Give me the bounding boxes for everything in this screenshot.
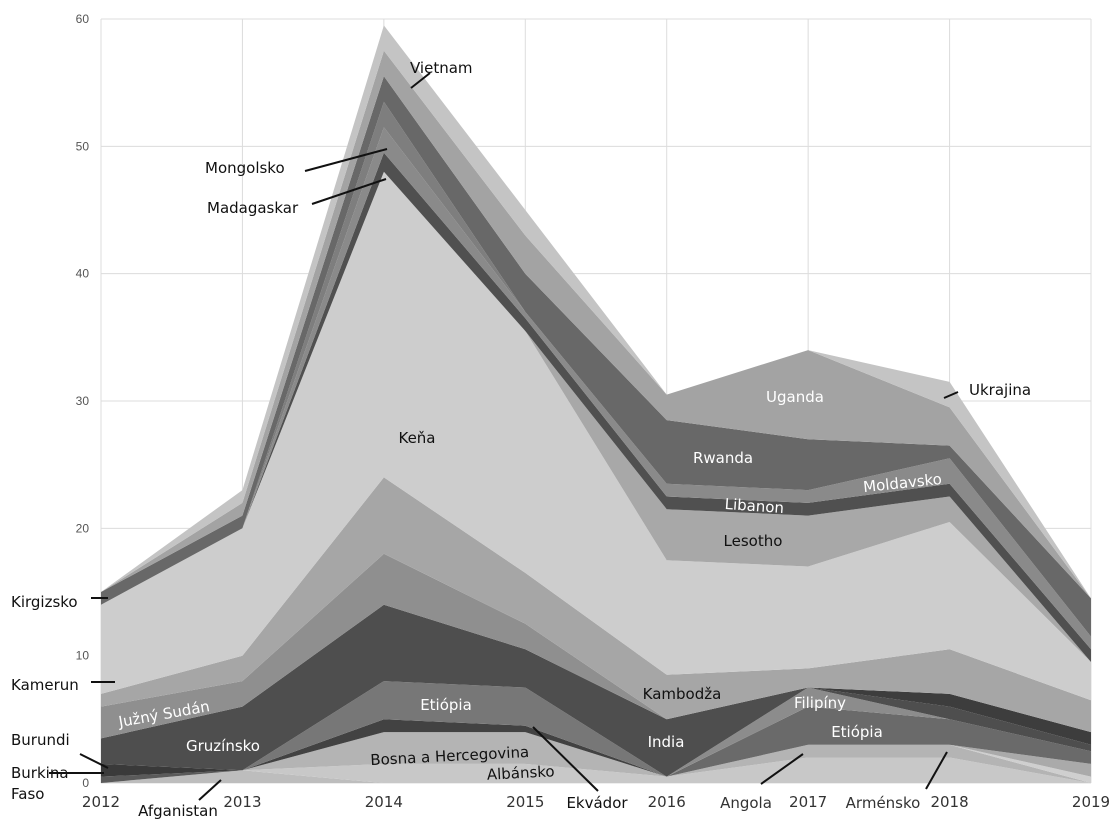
leader-line (943, 391, 959, 399)
area-label: Burundi (11, 731, 70, 749)
leader-line (760, 753, 804, 785)
x-axis-ticks: 2012 2013 2014 2015 2016 2017 2018 2019 (82, 793, 1110, 811)
x-tick-label: 2014 (365, 793, 403, 811)
leader-line (925, 751, 948, 790)
area-label: Angola (720, 794, 772, 812)
area-label: Lesotho (724, 532, 783, 550)
area-label: Vietnam (410, 59, 473, 77)
y-tick-label: 50 (76, 139, 90, 153)
area-label: Etiópia (420, 696, 472, 714)
area-label: Afganistan (138, 802, 218, 820)
area-label: Gruzínsko (186, 737, 260, 755)
y-tick-label: 40 (76, 267, 90, 281)
area-label: Madagaskar (207, 199, 299, 217)
y-axis-ticks: 0 10 20 30 40 50 60 (76, 12, 90, 790)
y-tick-label: 0 (82, 776, 89, 790)
x-tick-label: 2019 (1072, 793, 1110, 811)
area-label: Mongolsko (205, 159, 285, 177)
area-uganda (101, 50, 1091, 599)
area-mongolsko (101, 76, 1091, 637)
area-label: Libanon (724, 495, 785, 517)
area-afganistan (101, 770, 1091, 783)
area-ekvador (101, 719, 1091, 783)
x-tick-label: 2017 (789, 793, 827, 811)
area-label: Burkina (11, 764, 69, 782)
area-labels: Vietnam Mongolsko Madagaskar Keňa Uganda Ukra… (11, 59, 1031, 820)
y-tick-label: 10 (76, 649, 90, 663)
leader-line (198, 779, 222, 801)
leader-line (304, 148, 388, 172)
y-tick-label: 30 (76, 394, 90, 408)
area-label: Kambodža (643, 685, 722, 703)
area-label: Ekvádor (566, 794, 628, 812)
area-label: Filipíny (794, 694, 846, 712)
x-tick-label: 2012 (82, 793, 120, 811)
area-gruzinsko (101, 604, 1091, 777)
area-filipiny (101, 681, 1091, 777)
area-series (101, 25, 1091, 783)
area-label: Etiópia (831, 723, 883, 741)
area-label: Arménsko (846, 794, 921, 812)
area-lesotho (101, 171, 1091, 663)
x-tick-label: 2018 (930, 793, 968, 811)
area-etiopia (101, 681, 1091, 777)
leader-line (311, 178, 387, 205)
area-label: Uganda (766, 388, 824, 406)
leader-line (532, 726, 599, 792)
area-label: Faso (11, 785, 44, 803)
y-tick-label: 60 (76, 12, 90, 26)
x-tick-label: 2016 (648, 793, 686, 811)
area-juzny-sudan (101, 553, 1091, 739)
area-label: Albánsko (486, 762, 555, 784)
area-label: Kamerun (11, 676, 79, 694)
area-bosna-a-hercegovina (101, 732, 1091, 783)
area-burkina-faso (101, 681, 1091, 783)
leader-line (410, 72, 431, 89)
area-label: Keňa (398, 429, 435, 447)
area-label: Kirgizsko (11, 593, 78, 611)
area-kamerun (101, 477, 1091, 733)
label-leader-lines (49, 72, 959, 801)
area-label: Ukrajina (969, 381, 1031, 399)
y-tick-label: 20 (76, 521, 90, 535)
area-label: India (648, 733, 685, 751)
x-tick-label: 2015 (506, 793, 544, 811)
x-tick-label: 2013 (223, 793, 261, 811)
area-kirgizsko (101, 171, 1091, 701)
area-ukrajina (101, 25, 1091, 599)
leader-line (79, 753, 109, 769)
area-label: Rwanda (693, 449, 753, 467)
